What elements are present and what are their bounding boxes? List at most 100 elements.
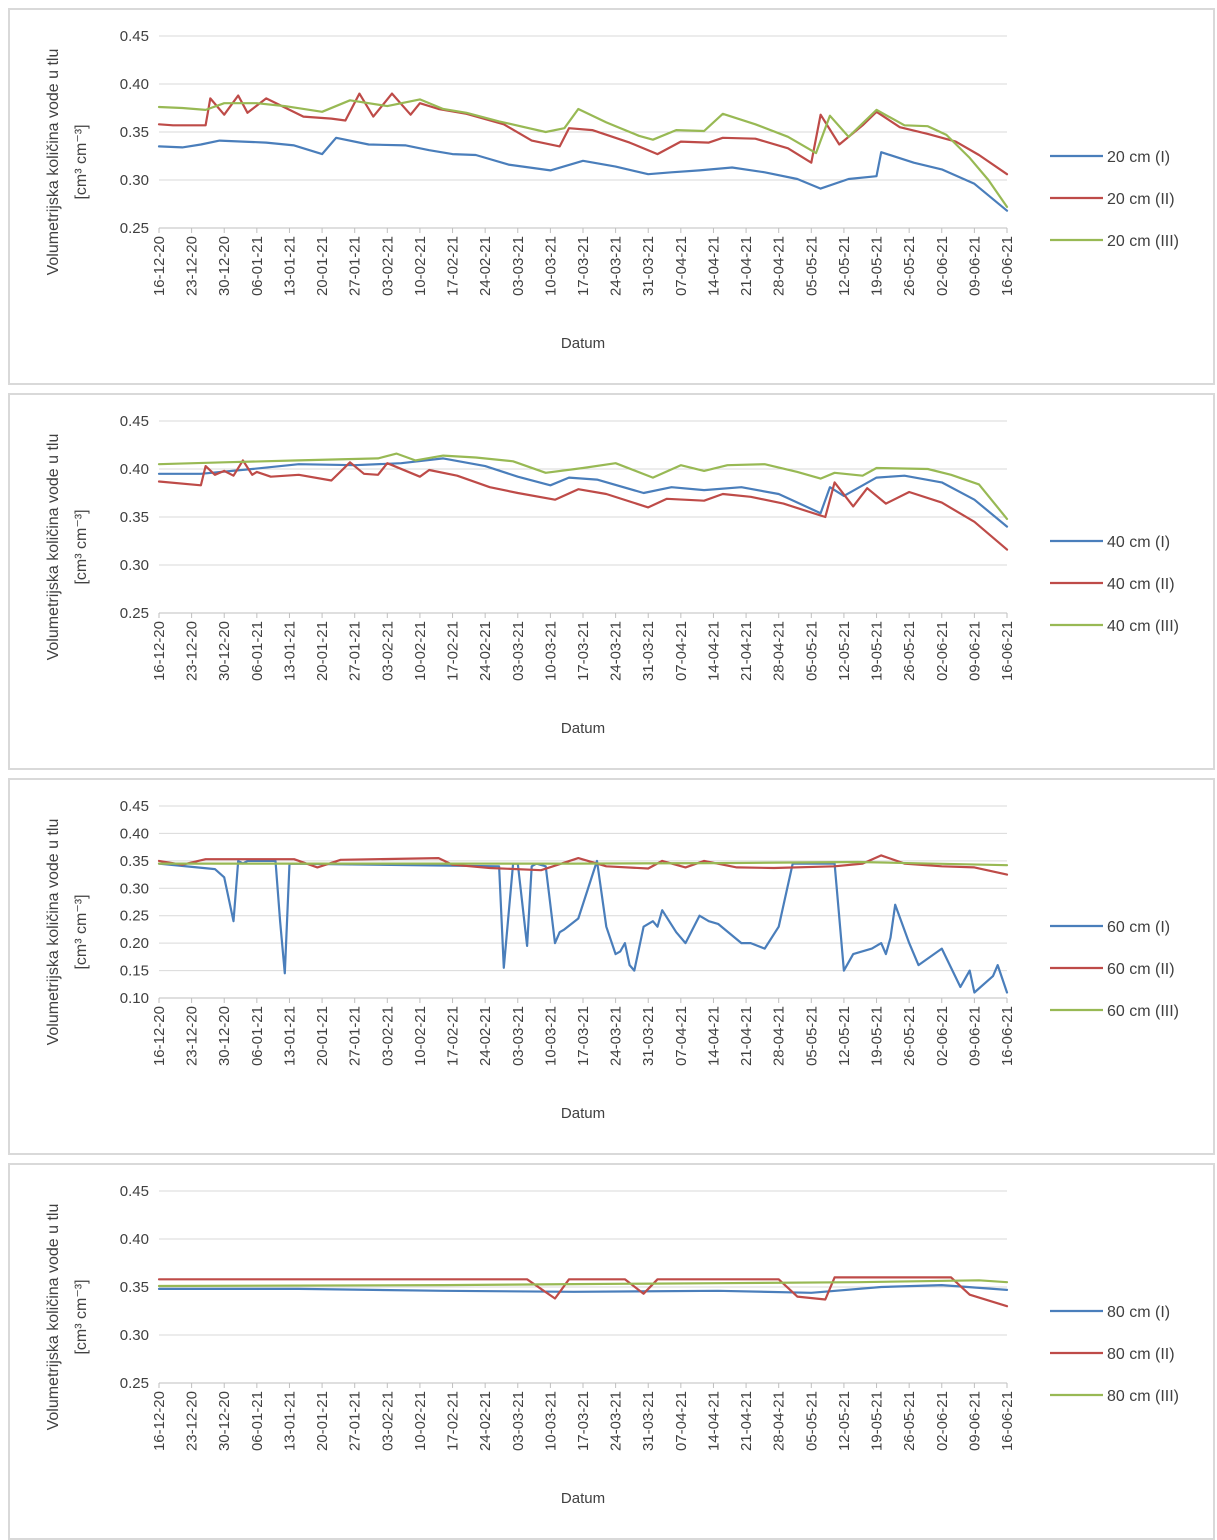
x-tick-label: 13-01-21 — [281, 236, 298, 296]
x-tick-label: 16-12-20 — [151, 621, 168, 681]
chart-panel-40cm: 0.45 0.40 0.35 0.30 0.25 16-12-20 23-12-20 30-1… — [8, 393, 1215, 770]
y-tick-label: 0.35 — [120, 853, 149, 870]
y-tick-label: 0.25 — [120, 908, 149, 925]
series-line — [159, 855, 1007, 874]
x-tick-label: 16-06-21 — [999, 236, 1016, 296]
x-tick-label: 10-02-21 — [412, 621, 429, 681]
x-tick-label: 05-05-21 — [803, 1391, 820, 1451]
x-tick-label: 07-04-21 — [673, 236, 690, 296]
x-tick-label: 12-05-21 — [836, 621, 853, 681]
series-line — [159, 454, 1007, 519]
x-tick-label: 21-04-21 — [738, 236, 755, 296]
x-tick-label: 20-01-21 — [314, 1006, 331, 1066]
x-tick-label: 09-06-21 — [966, 1006, 983, 1066]
y-tick-label: 0.35 — [120, 124, 149, 141]
x-tick-label: 03-02-21 — [379, 1391, 396, 1451]
x-tick-label: 20-01-21 — [314, 236, 331, 296]
x-tick-label: 14-04-21 — [705, 1391, 722, 1451]
x-axis-title: Datum — [561, 720, 605, 737]
x-tick-label: 05-05-21 — [803, 1006, 820, 1066]
x-tick-label: 02-06-21 — [934, 1006, 951, 1066]
x-tick-label: 26-05-21 — [901, 621, 918, 681]
x-tick-label: 21-04-21 — [738, 1391, 755, 1451]
x-tick-label: 19-05-21 — [869, 1391, 886, 1451]
x-tick-label: 26-05-21 — [901, 236, 918, 296]
x-tick-label: 23-12-20 — [184, 1391, 201, 1451]
series-line — [159, 1280, 1007, 1286]
x-tick-label: 03-03-21 — [510, 236, 527, 296]
x-tick-label: 05-05-21 — [803, 236, 820, 296]
x-tick-label: 17-02-21 — [445, 236, 462, 296]
y-tick-label: 0.10 — [120, 990, 149, 1007]
x-tick-label: 16-12-20 — [151, 1006, 168, 1066]
x-tick-label: 12-05-21 — [836, 236, 853, 296]
legend-label: 60 cm (II) — [1107, 961, 1175, 978]
x-tick-label: 02-06-21 — [934, 236, 951, 296]
x-tick-label: 28-04-21 — [771, 236, 788, 296]
x-tick-label: 23-12-20 — [184, 236, 201, 296]
y-tick-label: 0.20 — [120, 935, 149, 952]
x-tick-label: 09-06-21 — [966, 621, 983, 681]
series-line — [159, 460, 1007, 549]
x-tick-label: 30-12-20 — [216, 1391, 233, 1451]
x-axis-title: Datum — [561, 335, 605, 352]
x-tick-label: 06-01-21 — [249, 1006, 266, 1066]
x-tick-label: 12-05-21 — [836, 1391, 853, 1451]
x-tick-label: 24-03-21 — [608, 236, 625, 296]
y-tick-label: 0.40 — [120, 825, 149, 842]
x-tick-label: 27-01-21 — [347, 1006, 364, 1066]
x-tick-label: 07-04-21 — [673, 1006, 690, 1066]
x-tick-label: 16-06-21 — [999, 1006, 1016, 1066]
legend-label: 40 cm (III) — [1107, 618, 1179, 635]
x-tick-label: 19-05-21 — [869, 621, 886, 681]
y-axis-unit: [cm³ cm⁻³] — [73, 509, 90, 584]
x-tick-label: 24-03-21 — [608, 1006, 625, 1066]
x-tick-label: 28-04-21 — [771, 621, 788, 681]
y-axis-title: Volumetrijska količina vode u tlu — [45, 49, 62, 276]
x-tick-label: 10-03-21 — [542, 1391, 559, 1451]
x-tick-label: 19-05-21 — [869, 236, 886, 296]
x-tick-label: 17-03-21 — [575, 1006, 592, 1066]
x-tick-label: 09-06-21 — [966, 236, 983, 296]
x-tick-label: 24-03-21 — [608, 621, 625, 681]
x-tick-label: 10-02-21 — [412, 236, 429, 296]
x-tick-label: 16-06-21 — [999, 621, 1016, 681]
chart-panel-20cm: 0.45 0.40 0.35 0.30 0.25 16-12-20 23-12-20 30-1… — [8, 8, 1215, 385]
x-tick-label: 23-12-20 — [184, 1006, 201, 1066]
x-tick-label: 10-03-21 — [542, 236, 559, 296]
x-tick-label: 03-02-21 — [379, 621, 396, 681]
x-tick-label: 10-03-21 — [542, 621, 559, 681]
x-tick-label: 10-02-21 — [412, 1006, 429, 1066]
x-tick-label: 21-04-21 — [738, 621, 755, 681]
x-tick-label: 07-04-21 — [673, 1391, 690, 1451]
y-axis-title: Volumetrijska količina vode u tlu — [45, 819, 62, 1046]
y-axis-title: Volumetrijska količina vode u tlu — [45, 434, 62, 661]
x-tick-label: 14-04-21 — [705, 236, 722, 296]
y-axis-unit: [cm³ cm⁻³] — [73, 124, 90, 199]
x-tick-label: 12-05-21 — [836, 1006, 853, 1066]
x-axis-title: Datum — [561, 1105, 605, 1122]
y-tick-label: 0.40 — [120, 76, 149, 93]
y-tick-label: 0.45 — [120, 28, 149, 45]
x-tick-label: 10-03-21 — [542, 1006, 559, 1066]
x-tick-label: 17-03-21 — [575, 621, 592, 681]
x-tick-label: 10-02-21 — [412, 1391, 429, 1451]
x-tick-label: 17-03-21 — [575, 1391, 592, 1451]
series-line — [159, 862, 1007, 865]
chart-panel-60cm: 0.45 0.40 0.35 0.30 0.25 0.20 0.15 0.10 16-12-20… — [8, 778, 1215, 1155]
legend-label: 40 cm (I) — [1107, 534, 1170, 551]
x-tick-label: 13-01-21 — [281, 621, 298, 681]
x-tick-label: 09-06-21 — [966, 1391, 983, 1451]
x-tick-label: 13-01-21 — [281, 1391, 298, 1451]
y-tick-label: 0.40 — [120, 1231, 149, 1248]
x-tick-label: 24-02-21 — [477, 1391, 494, 1451]
chart-panel-80cm: 0.45 0.40 0.35 0.30 0.25 16-12-20 23-12-20 30-1… — [8, 1163, 1215, 1540]
y-axis-unit: [cm³ cm⁻³] — [73, 1279, 90, 1354]
x-tick-label: 17-02-21 — [445, 1006, 462, 1066]
x-tick-label: 14-04-21 — [705, 1006, 722, 1066]
series-line — [159, 861, 1007, 993]
x-tick-label: 03-03-21 — [510, 1006, 527, 1066]
x-tick-label: 24-02-21 — [477, 621, 494, 681]
